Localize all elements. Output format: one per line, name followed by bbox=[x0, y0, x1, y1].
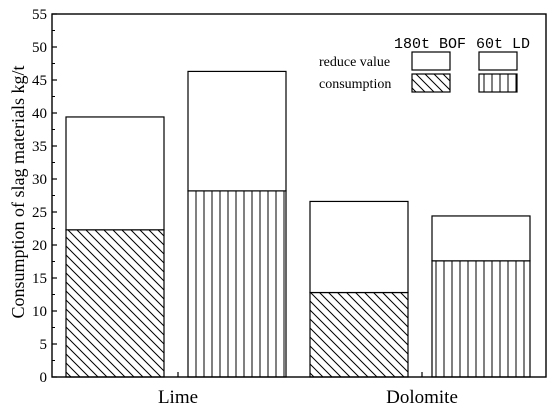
legend-swatch-consumption-ld bbox=[478, 73, 518, 93]
bar-consumption-dolomite-ld bbox=[431, 260, 531, 378]
legend-header-0: 180t BOF bbox=[394, 36, 466, 53]
bar-reduce-value-dolomite-bof bbox=[309, 200, 409, 294]
axes: 0 5 10 15 20 25 30 35 40 45 50 55 Lime Dolomite bbox=[32, 7, 547, 408]
y-tick-label: 20 bbox=[32, 238, 47, 254]
y-tick-label: 35 bbox=[32, 139, 47, 155]
y-tick-label: 55 bbox=[32, 7, 47, 23]
x-tick-label-lime: Lime bbox=[158, 387, 198, 408]
bar-reduce-value-dolomite-ld bbox=[431, 215, 531, 262]
bar-reduce-value-lime-bof bbox=[65, 116, 165, 231]
bar-consumption-lime-ld bbox=[187, 190, 287, 378]
y-tick-label: 15 bbox=[32, 271, 47, 287]
y-tick-label: 50 bbox=[32, 40, 47, 56]
bar-consumption-lime-bof bbox=[65, 229, 165, 378]
y-tick-label: 40 bbox=[32, 106, 47, 122]
legend-header-1: 60t LD bbox=[476, 36, 530, 53]
legend-label-reduce-value: reduce value bbox=[319, 55, 390, 70]
y-tick-label: 25 bbox=[32, 205, 47, 221]
y-tick-label: 10 bbox=[32, 304, 47, 320]
y-tick-label: 45 bbox=[32, 73, 47, 89]
legend-swatch-reduce-value-bof bbox=[411, 51, 451, 71]
y-tick-label: 0 bbox=[40, 370, 48, 386]
legend-label-consumption: consumption bbox=[319, 77, 391, 92]
y-tick-label: 30 bbox=[32, 172, 47, 188]
y-tick-label: 5 bbox=[40, 337, 48, 353]
y-axis-label: Consumption of slag materials kg/t bbox=[8, 66, 28, 319]
bars-layer bbox=[65, 70, 531, 378]
bar-reduce-value-lime-ld bbox=[187, 70, 287, 192]
bar-consumption-dolomite-bof bbox=[309, 291, 409, 378]
x-tick-label-dolomite: Dolomite bbox=[386, 387, 458, 408]
legend: 180t BOF 60t LD reduce value consumption bbox=[319, 36, 530, 93]
legend-swatch-consumption-bof bbox=[411, 73, 451, 93]
legend-swatch-reduce-value-ld bbox=[478, 51, 518, 71]
